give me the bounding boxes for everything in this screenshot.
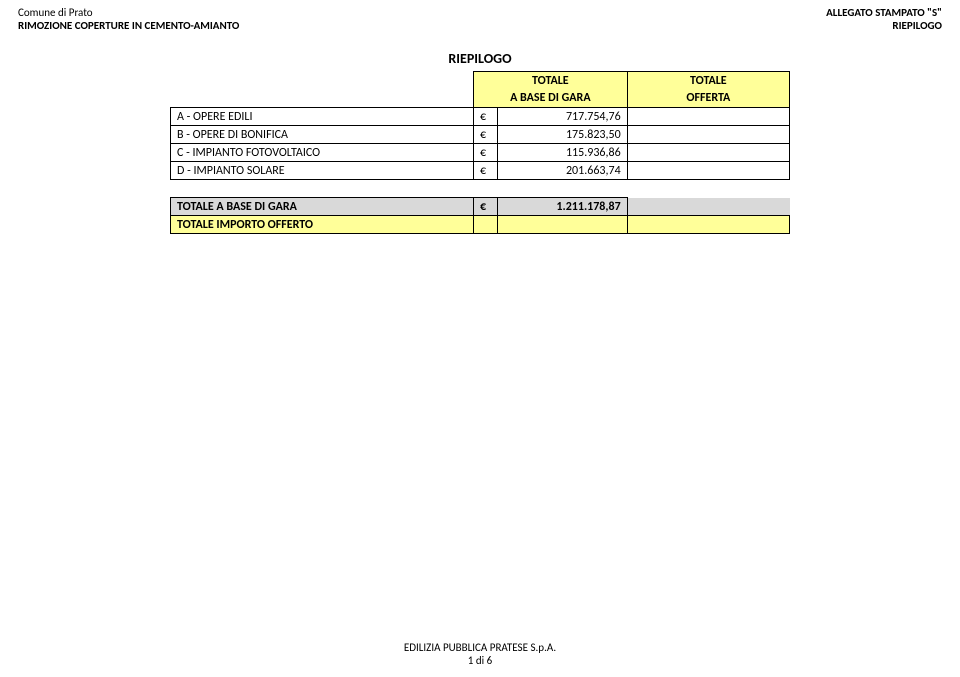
footer-page-number: 1 di 6 <box>0 654 960 667</box>
spacer-row <box>171 180 790 198</box>
currency-symbol: € <box>474 198 498 216</box>
row-label: A - OPERE EDILI <box>171 108 474 126</box>
row-offer <box>627 108 789 126</box>
total-base-row: TOTALE A BASE DI GARA € 1.211.178,87 <box>171 198 790 216</box>
header-left: Comune di Prato RIMOZIONE COPERTURE IN C… <box>18 6 239 32</box>
header-org: Comune di Prato <box>18 6 239 19</box>
currency-symbol: € <box>474 108 498 126</box>
table-row: B - OPERE DI BONIFICA € 175.823,50 <box>171 126 790 144</box>
total-base-offer-blank <box>627 198 789 216</box>
total-offer-cell <box>627 216 789 234</box>
total-offer-label: TOTALE IMPORTO OFFERTO <box>171 216 474 234</box>
total-base-value: 1.211.178,87 <box>497 198 627 216</box>
col-offer-l1: TOTALE <box>627 72 789 90</box>
row-offer <box>627 126 789 144</box>
row-value: 201.663,74 <box>497 162 627 180</box>
total-offer-eur <box>474 216 498 234</box>
row-offer <box>627 144 789 162</box>
footer-company: EDILIZIA PUBBLICA PRATESE S.p.A. <box>0 641 960 654</box>
currency-symbol: € <box>474 162 498 180</box>
currency-symbol: € <box>474 144 498 162</box>
total-base-label: TOTALE A BASE DI GARA <box>171 198 474 216</box>
row-value: 175.823,50 <box>497 126 627 144</box>
row-label: D - IMPIANTO SOLARE <box>171 162 474 180</box>
currency-symbol: € <box>474 126 498 144</box>
summary-table: TOTALE TOTALE A BASE DI GARA OFFERTA A -… <box>170 71 790 234</box>
table-header-row-1: TOTALE TOTALE <box>171 72 790 90</box>
total-offer-row: TOTALE IMPORTO OFFERTO <box>171 216 790 234</box>
table-title: RIEPILOGO <box>170 50 790 67</box>
table-row: A - OPERE EDILI € 717.754,76 <box>171 108 790 126</box>
page-header: Comune di Prato RIMOZIONE COPERTURE IN C… <box>0 0 960 32</box>
content-area: RIEPILOGO TOTALE TOTALE A BASE DI GARA O… <box>170 50 790 234</box>
row-offer <box>627 162 789 180</box>
header-subject: RIMOZIONE COPERTURE IN CEMENTO-AMIANTO <box>18 19 239 32</box>
table-row: C - IMPIANTO FOTOVOLTAICO € 115.936,86 <box>171 144 790 162</box>
page-footer: EDILIZIA PUBBLICA PRATESE S.p.A. 1 di 6 <box>0 641 960 667</box>
col-base-l1: TOTALE <box>474 72 628 90</box>
col-base-l2: A BASE DI GARA <box>474 90 628 108</box>
row-value: 717.754,76 <box>497 108 627 126</box>
col-offer-l2: OFFERTA <box>627 90 789 108</box>
row-label: C - IMPIANTO FOTOVOLTAICO <box>171 144 474 162</box>
row-value: 115.936,86 <box>497 144 627 162</box>
row-label: B - OPERE DI BONIFICA <box>171 126 474 144</box>
table-row: D - IMPIANTO SOLARE € 201.663,74 <box>171 162 790 180</box>
total-offer-value <box>497 216 627 234</box>
header-attachment: ALLEGATO STAMPATO "S" <box>826 6 942 19</box>
header-right: ALLEGATO STAMPATO "S" RIEPILOGO <box>826 6 942 32</box>
header-section: RIEPILOGO <box>826 19 942 32</box>
